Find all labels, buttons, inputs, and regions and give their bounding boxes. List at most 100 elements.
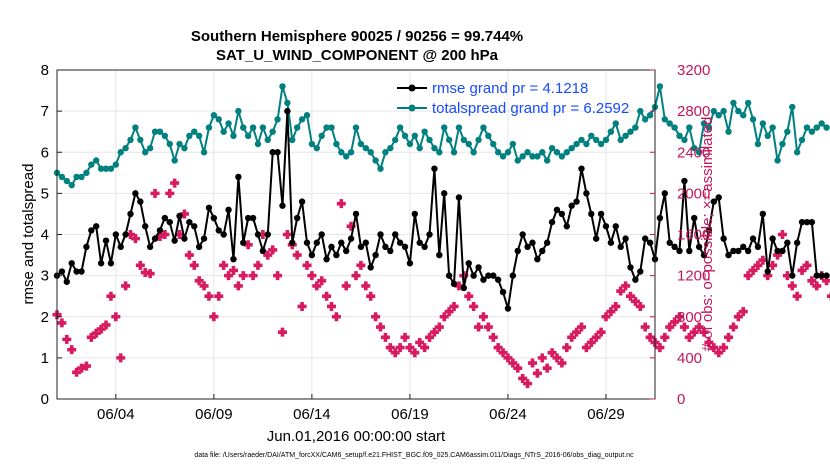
totalspread-point bbox=[789, 103, 796, 111]
totalspread-point bbox=[592, 136, 600, 144]
totalspread-point bbox=[519, 153, 526, 160]
obs-point bbox=[822, 276, 830, 286]
totalspread-point bbox=[607, 128, 615, 135]
rmse-point bbox=[137, 198, 144, 205]
legend-rmse-label: rmse grand pr = 4.1218 bbox=[432, 80, 588, 97]
obs-point bbox=[356, 260, 366, 270]
totalspread-point bbox=[725, 128, 732, 135]
obs-point bbox=[547, 348, 557, 358]
y-left-tick-label: 7 bbox=[41, 103, 49, 120]
x-tick-label: 06/04 bbox=[97, 406, 135, 423]
y-right-tick-label: 800 bbox=[677, 309, 702, 326]
y-left-axis-ticks: 0 1 2 3 4 5 6 7 8 bbox=[41, 62, 62, 408]
x-axis-ticks: 06/04 06/09 06/14 06/19 06/24 06/29 bbox=[97, 394, 625, 423]
rmse-point bbox=[161, 214, 169, 222]
totalspread-point bbox=[220, 128, 227, 135]
rmse-point bbox=[705, 227, 713, 234]
totalspread-point bbox=[323, 124, 330, 131]
rmse-point bbox=[441, 190, 448, 197]
totalspread-point bbox=[490, 140, 497, 148]
totalspread-point bbox=[740, 112, 747, 119]
totalspread-point bbox=[553, 149, 561, 156]
y-right-tick-label: 2400 bbox=[677, 144, 710, 161]
totalspread-point bbox=[293, 124, 301, 131]
obs-point bbox=[787, 281, 797, 291]
y-left-tick-label: 8 bbox=[41, 62, 49, 79]
obs-point bbox=[263, 250, 273, 260]
obs-point bbox=[253, 260, 263, 270]
obs-point bbox=[523, 379, 533, 389]
totalspread-point bbox=[205, 124, 213, 131]
rmse-point bbox=[176, 212, 183, 220]
totalspread-point bbox=[524, 149, 531, 156]
totalspread-point bbox=[710, 107, 718, 115]
totalspread-point bbox=[534, 153, 541, 160]
totalspread-point bbox=[362, 144, 370, 152]
totalspread-point bbox=[254, 140, 262, 148]
obs-point bbox=[101, 320, 111, 330]
rmse-point bbox=[534, 255, 541, 263]
totalspread-point bbox=[112, 161, 120, 168]
obs-point bbox=[204, 291, 214, 301]
rmse-point bbox=[78, 268, 85, 275]
obs-point bbox=[67, 345, 77, 355]
obs-point bbox=[150, 188, 160, 198]
obs-point bbox=[728, 322, 738, 332]
rmse-point bbox=[436, 251, 443, 259]
totalspread-point bbox=[705, 124, 713, 131]
totalspread-point bbox=[230, 132, 237, 139]
rmse-point bbox=[293, 214, 301, 222]
totalspread-point bbox=[392, 136, 399, 144]
totalspread-point bbox=[475, 136, 482, 144]
obs-point bbox=[488, 332, 498, 342]
chart-title-line1: Southern Hemisphere 90025 / 90256 = 99.7… bbox=[191, 28, 523, 45]
rmse-point bbox=[303, 239, 311, 246]
obs-point bbox=[572, 327, 582, 337]
rmse-point bbox=[823, 272, 830, 279]
obs-point bbox=[307, 271, 317, 281]
totalspread-point bbox=[666, 120, 673, 127]
obs-point bbox=[317, 276, 327, 286]
totalspread-point bbox=[602, 136, 610, 144]
rmse-point bbox=[681, 177, 688, 185]
rmse-point bbox=[279, 202, 286, 209]
obs-point bbox=[694, 322, 704, 332]
rmse-point bbox=[583, 190, 590, 197]
rmse-point bbox=[387, 247, 394, 255]
totalspread-point bbox=[342, 153, 350, 160]
totalspread-point bbox=[441, 124, 448, 131]
rmse-point bbox=[470, 272, 477, 279]
totalspread-point bbox=[313, 144, 320, 152]
y-right-axis-ticks: 0 400 800 1200 1600 2000 2400 2800 3200 bbox=[650, 62, 710, 408]
obs-point bbox=[415, 337, 425, 347]
totalspread-point bbox=[396, 124, 404, 131]
totalspread-series bbox=[53, 83, 830, 189]
totalspread-point bbox=[240, 124, 247, 131]
totalspread-point bbox=[303, 112, 311, 119]
obs-point bbox=[645, 332, 655, 342]
rmse-point bbox=[656, 214, 664, 222]
rmse-point bbox=[622, 235, 629, 242]
rmse-point bbox=[372, 251, 379, 259]
totalspread-point bbox=[338, 149, 345, 156]
rmse-point bbox=[744, 247, 752, 255]
rmse-point bbox=[450, 280, 458, 288]
obs-point bbox=[385, 343, 395, 353]
totalspread-point bbox=[455, 124, 463, 131]
obs-point bbox=[96, 324, 106, 334]
obs-point bbox=[184, 250, 194, 260]
obs-point bbox=[753, 260, 763, 270]
totalspread-point bbox=[504, 149, 512, 156]
rmse-point bbox=[362, 239, 370, 246]
totalspread-point bbox=[333, 140, 340, 148]
obs-point bbox=[277, 327, 287, 337]
obs-point bbox=[194, 276, 204, 286]
obs-point bbox=[400, 332, 410, 342]
rmse-series bbox=[53, 107, 830, 312]
totalspread-point bbox=[715, 112, 722, 119]
rmse-point bbox=[480, 276, 487, 283]
totalspread-point bbox=[558, 153, 566, 160]
rmse-point bbox=[156, 227, 164, 234]
rmse-point bbox=[730, 247, 737, 255]
totalspread-point bbox=[480, 124, 487, 131]
